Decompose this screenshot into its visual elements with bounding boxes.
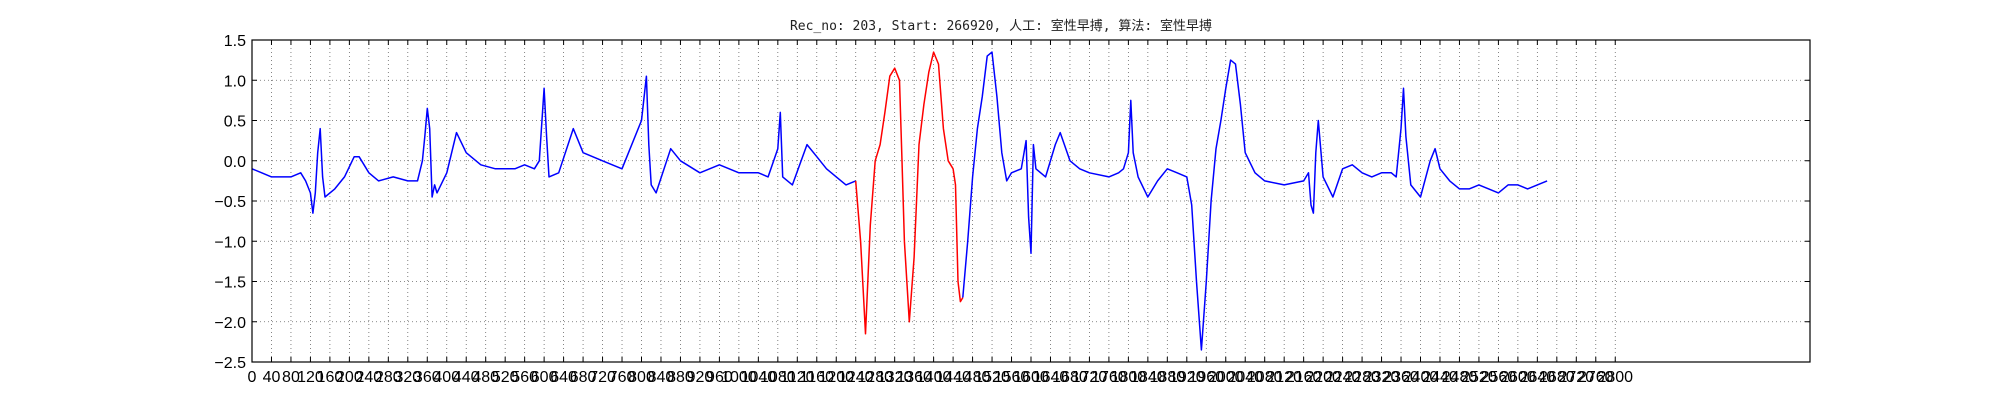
x-tick-label: 1640 <box>1033 369 1069 386</box>
x-tick-label: 2040 <box>1227 369 1263 386</box>
x-tick-label: 2280 <box>1344 369 1380 386</box>
x-tick-label: 80 <box>282 369 300 386</box>
x-tick-label: 360 <box>414 369 441 386</box>
x-tick-label: 2560 <box>1481 369 1517 386</box>
x-tick-label: 2360 <box>1383 369 1419 386</box>
x-tick-label: 1360 <box>896 369 932 386</box>
chart-title: Rec_no: 203, Start: 266920, 人工: 室性早搏, 算法… <box>790 18 1212 34</box>
ticks-layer: 1.51.00.50.0−0.5−1.0−1.5−2.0−2.50 40 80120… <box>214 33 1810 386</box>
y-tick-label: −0.5 <box>214 194 246 211</box>
y-tick-label: 1.5 <box>224 33 246 50</box>
x-tick-label: 1680 <box>1052 369 1088 386</box>
x-tick-label: 2600 <box>1500 369 1536 386</box>
x-tick-label: 1320 <box>877 369 913 386</box>
x-tick-label: 520 <box>492 369 519 386</box>
x-tick-label: 1600 <box>1013 369 1049 386</box>
x-tick-label: 1760 <box>1091 369 1127 386</box>
x-tick-label: 1080 <box>760 369 796 386</box>
x-tick-label: 1560 <box>994 369 1030 386</box>
x-tick-label: 1960 <box>1188 369 1224 386</box>
x-tick-label: 640 <box>550 369 577 386</box>
x-tick-label: 160 <box>317 369 344 386</box>
series-line-0 <box>251 75 856 214</box>
x-tick-label: 1920 <box>1169 369 1205 386</box>
x-tick-label: 800 <box>628 369 655 386</box>
x-tick-label: 760 <box>609 369 636 386</box>
x-tick-label: 1400 <box>916 369 952 386</box>
x-tick-label: 40 <box>263 369 281 386</box>
x-tick-label: 2760 <box>1578 369 1614 386</box>
x-tick-label: 1720 <box>1072 369 1108 386</box>
x-tick-label: 400 <box>433 369 460 386</box>
x-tick-label: 960 <box>706 369 733 386</box>
x-tick-label: 920 <box>687 369 714 386</box>
x-tick-label: 1240 <box>838 369 874 386</box>
y-tick-label: −1.5 <box>214 275 246 292</box>
y-tick-label: 0.5 <box>224 114 246 131</box>
y-tick-label: 1.0 <box>224 73 246 90</box>
grid-layer <box>252 40 1810 362</box>
x-tick-label: 480 <box>472 369 499 386</box>
x-tick-label: 840 <box>648 369 675 386</box>
y-tick-label: −2.0 <box>214 315 246 332</box>
x-tick-label: 560 <box>511 369 538 386</box>
x-tick-label: 1120 <box>780 369 815 386</box>
x-tick-label: 1200 <box>818 369 854 386</box>
x-tick-label: 2240 <box>1325 369 1361 386</box>
x-tick-label: 1840 <box>1130 369 1166 386</box>
x-tick-label: 1440 <box>935 369 971 386</box>
series-line-1 <box>854 51 964 335</box>
x-tick-label: 600 <box>531 369 558 386</box>
x-tick-label: 2160 <box>1286 369 1322 386</box>
x-tick-label: 2080 <box>1247 369 1283 386</box>
x-tick-label: 200 <box>336 369 363 386</box>
x-tick-label: 720 <box>589 369 616 386</box>
x-tick-label: 1880 <box>1150 369 1186 386</box>
x-tick-label: 0 <box>248 369 257 386</box>
x-tick-label: 2120 <box>1266 369 1302 386</box>
x-tick-label: 2400 <box>1403 369 1439 386</box>
x-tick-label: 1160 <box>800 369 835 386</box>
x-tick-label: 240 <box>355 369 382 386</box>
x-tick-label: 2680 <box>1539 369 1575 386</box>
x-tick-label: 680 <box>570 369 597 386</box>
x-tick-label: 1480 <box>955 369 991 386</box>
x-tick-label: 2000 <box>1208 369 1244 386</box>
x-tick-label: 2320 <box>1364 369 1400 386</box>
x-tick-label: 1800 <box>1111 369 1147 386</box>
x-tick-label: 120 <box>297 369 324 386</box>
x-tick-label: 2720 <box>1559 369 1595 386</box>
x-tick-label: 1040 <box>741 369 777 386</box>
x-tick-label: 2640 <box>1520 369 1556 386</box>
x-tick-label: 2440 <box>1422 369 1458 386</box>
y-tick-label: −1.0 <box>214 234 246 251</box>
x-tick-label: 320 <box>394 369 421 386</box>
x-tick-label: 2800 <box>1597 369 1633 386</box>
x-tick-label: 1520 <box>974 369 1010 386</box>
x-tick-label: 280 <box>375 369 402 386</box>
y-tick-label: −2.5 <box>214 355 246 372</box>
series-line-2 <box>962 51 1548 351</box>
x-tick-label: 1000 <box>721 369 757 386</box>
x-tick-label: 2200 <box>1305 369 1341 386</box>
x-tick-label: 440 <box>453 369 480 386</box>
x-tick-label: 2480 <box>1442 369 1478 386</box>
y-tick-label: 0.0 <box>224 154 246 171</box>
series-layer <box>251 51 1548 351</box>
x-tick-label: 880 <box>667 369 694 386</box>
x-tick-label: 2520 <box>1461 369 1497 386</box>
x-tick-label: 1280 <box>857 369 893 386</box>
